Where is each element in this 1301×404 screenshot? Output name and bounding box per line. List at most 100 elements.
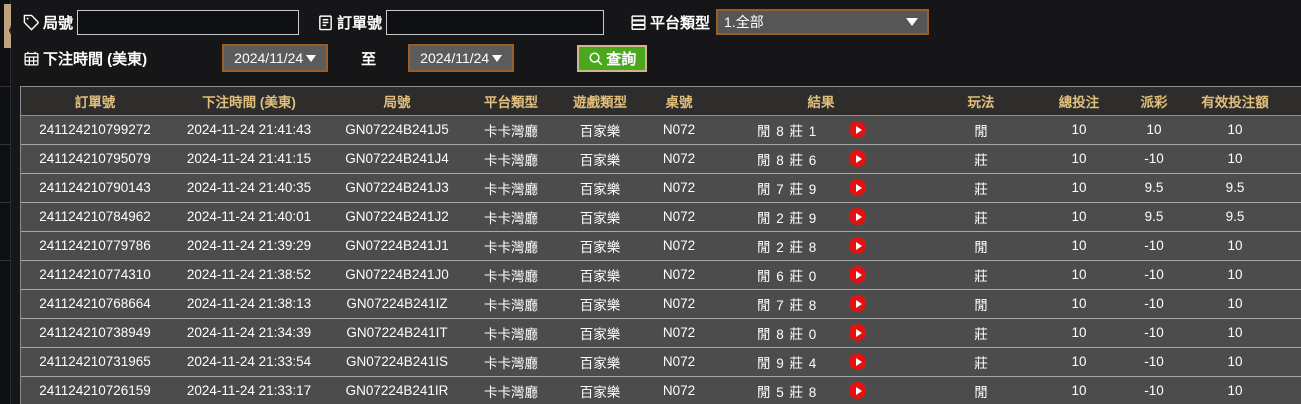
cell-status: 已派彩 xyxy=(1285,347,1301,377)
cell-payout: -10 xyxy=(1123,318,1185,348)
play-icon[interactable] xyxy=(849,353,866,370)
rail-collapse-handle[interactable] xyxy=(4,4,13,48)
cell-round-no: GN07224B241J0 xyxy=(329,260,465,290)
order-no-input[interactable] xyxy=(386,9,605,35)
cell-platform: 卡卡灣廳 xyxy=(465,347,557,377)
table-row[interactable]: 241124210790143 2024-11-24 21:40:35 GN0722… xyxy=(21,173,1301,203)
column-header-valid-bet[interactable]: 有效投注額 xyxy=(1185,87,1285,116)
result-text: 閒 2 莊 8 xyxy=(757,239,818,255)
cell-valid-bet: 10 xyxy=(1185,318,1285,348)
order-no-label: 訂單號 xyxy=(317,12,382,33)
column-header-round-no[interactable]: 局號 xyxy=(329,87,465,116)
table-row[interactable]: 241124210731965 2024-11-24 21:33:54 GN0722… xyxy=(21,347,1301,377)
table-row[interactable]: 241124210795079 2024-11-24 21:41:15 GN0722… xyxy=(21,144,1301,174)
cell-total-bet: 10 xyxy=(1035,144,1123,174)
cell-valid-bet: 10 xyxy=(1185,115,1285,145)
column-header-payout[interactable]: 派彩 xyxy=(1123,87,1185,116)
cell-play-type: 莊 xyxy=(927,144,1035,174)
cell-order-no: 241124210768664 xyxy=(21,289,169,319)
cell-table-no: N072 xyxy=(643,173,715,203)
order-no-label-text: 訂單號 xyxy=(337,14,383,32)
left-rail xyxy=(0,0,13,404)
round-no-label: 局號 xyxy=(23,12,73,33)
round-no-input[interactable] xyxy=(77,9,300,35)
cell-play-type: 莊 xyxy=(927,202,1035,232)
cell-game-type: 百家樂 xyxy=(557,376,643,404)
table-row[interactable]: 241124210738949 2024-11-24 21:34:39 GN0722… xyxy=(21,318,1301,348)
bet-time-label: 下注時間 (美東) xyxy=(23,48,147,69)
table-row[interactable]: 241124210768664 2024-11-24 21:38:13 GN0722… xyxy=(21,289,1301,319)
cell-payout: 9.5 xyxy=(1123,202,1185,232)
column-header-bet-time[interactable]: 下注時間 (美東) xyxy=(169,87,329,116)
play-icon[interactable] xyxy=(849,208,866,225)
cell-total-bet: 10 xyxy=(1035,202,1123,232)
cell-order-no: 241124210731965 xyxy=(21,347,169,377)
cell-valid-bet: 10 xyxy=(1185,289,1285,319)
cell-order-no: 241124210799272 xyxy=(21,115,169,145)
cell-table-no: N072 xyxy=(643,144,715,174)
cell-order-no: 241124210738949 xyxy=(21,318,169,348)
cell-bet-time: 2024-11-24 21:38:52 xyxy=(169,260,329,290)
cell-status: 已派彩 xyxy=(1285,173,1301,203)
cell-total-bet: 10 xyxy=(1035,231,1123,261)
play-icon[interactable] xyxy=(849,266,866,283)
cell-game-type: 百家樂 xyxy=(557,202,643,232)
play-icon[interactable] xyxy=(849,150,866,167)
play-icon[interactable] xyxy=(849,237,866,254)
rail-divider xyxy=(0,260,11,261)
table-row[interactable]: 241124210726159 2024-11-24 21:33:17 GN0722… xyxy=(21,376,1301,404)
play-icon[interactable] xyxy=(849,295,866,312)
cell-order-no: 241124210726159 xyxy=(21,376,169,404)
cell-result: 閒 9 莊 4 xyxy=(715,347,927,377)
table-row[interactable]: 241124210784962 2024-11-24 21:40:01 GN0722… xyxy=(21,202,1301,232)
result-text: 閒 2 莊 9 xyxy=(757,210,818,226)
table-row[interactable]: 241124210774310 2024-11-24 21:38:52 GN0722… xyxy=(21,260,1301,290)
chevron-down-icon xyxy=(306,54,317,62)
column-header-platform[interactable]: 平台類型 xyxy=(465,87,557,116)
cell-game-type: 百家樂 xyxy=(557,173,643,203)
cell-total-bet: 10 xyxy=(1035,260,1123,290)
cell-play-type: 莊 xyxy=(927,260,1035,290)
column-header-total-bet[interactable]: 總投注 xyxy=(1035,87,1123,116)
date-from-picker[interactable]: 2024/11/24 xyxy=(222,44,329,72)
cell-bet-time: 2024-11-24 21:38:13 xyxy=(169,289,329,319)
cell-play-type: 閒 xyxy=(927,289,1035,319)
platform-type-selected-value: 1.全部 xyxy=(724,14,764,30)
column-header-result[interactable]: 結果 xyxy=(715,87,927,116)
cell-valid-bet: 10 xyxy=(1185,376,1285,404)
play-icon[interactable] xyxy=(849,382,866,399)
column-header-status[interactable]: 狀態 xyxy=(1285,87,1301,116)
cell-bet-time: 2024-11-24 21:33:17 xyxy=(169,376,329,404)
cell-platform: 卡卡灣廳 xyxy=(465,144,557,174)
table-row[interactable]: 241124210799272 2024-11-24 21:41:43 GN0722… xyxy=(21,115,1301,145)
play-icon[interactable] xyxy=(849,121,866,138)
cell-round-no: GN07224B241J1 xyxy=(329,231,465,261)
cell-table-no: N072 xyxy=(643,115,715,145)
bet-history-table-container: 訂單號 下注時間 (美東) 局號 平台類型 遊戲類型 桌號 結果 玩法 總投注 … xyxy=(20,86,1301,404)
cell-payout: 9.5 xyxy=(1123,173,1185,203)
list-icon xyxy=(630,14,647,31)
cell-total-bet: 10 xyxy=(1035,289,1123,319)
cell-bet-time: 2024-11-24 21:39:29 xyxy=(169,231,329,261)
column-header-play-type[interactable]: 玩法 xyxy=(927,87,1035,116)
platform-type-select[interactable]: 1.全部 xyxy=(716,9,930,35)
cell-round-no: GN07224B241IZ xyxy=(329,289,465,319)
column-header-table-no[interactable]: 桌號 xyxy=(643,87,715,116)
table-row[interactable]: 241124210779786 2024-11-24 21:39:29 GN0722… xyxy=(21,231,1301,261)
cell-play-type: 莊 xyxy=(927,347,1035,377)
search-button-label: 查詢 xyxy=(606,50,637,68)
tag-icon xyxy=(23,14,40,31)
column-header-game-type[interactable]: 遊戲類型 xyxy=(557,87,643,116)
result-text: 閒 7 莊 8 xyxy=(757,297,818,313)
play-icon[interactable] xyxy=(849,324,866,341)
cell-valid-bet: 10 xyxy=(1185,231,1285,261)
date-to-picker[interactable]: 2024/11/24 xyxy=(408,44,515,72)
cell-round-no: GN07224B241IS xyxy=(329,347,465,377)
search-button[interactable]: 查詢 xyxy=(577,44,648,72)
result-text: 閒 8 莊 6 xyxy=(757,152,818,168)
cell-result: 閒 5 莊 8 xyxy=(715,376,927,404)
column-header-order-no[interactable]: 訂單號 xyxy=(21,87,169,116)
play-icon[interactable] xyxy=(849,179,866,196)
cell-order-no: 241124210784962 xyxy=(21,202,169,232)
cell-status: 已派彩 xyxy=(1285,115,1301,145)
